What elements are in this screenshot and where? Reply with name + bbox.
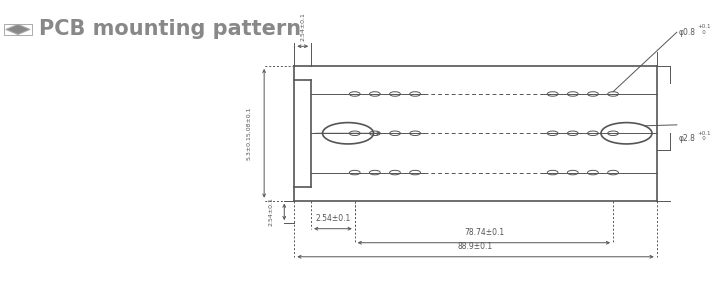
Text: PCB mounting pattern: PCB mounting pattern xyxy=(39,19,301,39)
Text: φ0.8: φ0.8 xyxy=(678,28,695,37)
Bar xyxy=(4,23,32,35)
Text: 2.54±0.1: 2.54±0.1 xyxy=(315,214,351,223)
Text: 5.3±0.15.08±0.1: 5.3±0.15.08±0.1 xyxy=(247,107,252,160)
Text: +0.1
   0: +0.1 0 xyxy=(697,24,710,35)
Text: 88.9±0.1: 88.9±0.1 xyxy=(458,242,493,251)
Polygon shape xyxy=(6,24,30,34)
Text: 78.74±0.1: 78.74±0.1 xyxy=(464,228,504,237)
Text: 2.54±0.1: 2.54±0.1 xyxy=(268,197,273,226)
Text: 2.54±0.1: 2.54±0.1 xyxy=(300,12,305,41)
Text: +0.1
   0: +0.1 0 xyxy=(697,131,710,142)
Text: φ2.8: φ2.8 xyxy=(678,134,695,143)
